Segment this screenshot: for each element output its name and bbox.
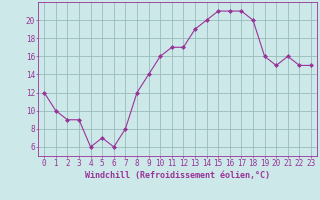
X-axis label: Windchill (Refroidissement éolien,°C): Windchill (Refroidissement éolien,°C) (85, 171, 270, 180)
